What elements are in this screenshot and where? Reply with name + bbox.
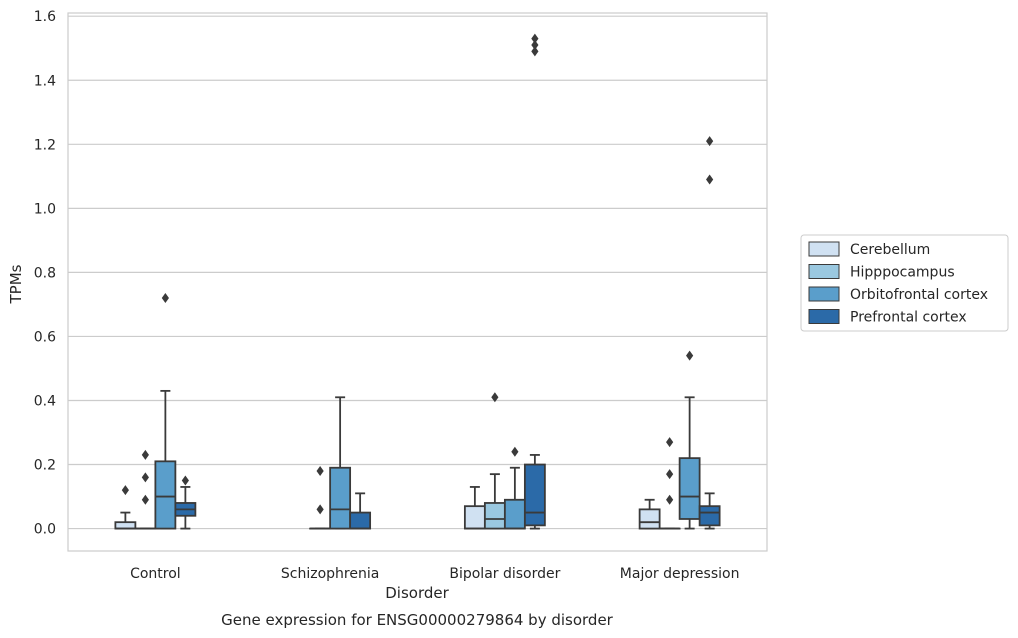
y-tick-label: 1.4 [34,73,56,89]
x-axis-ticks: Control Schizophrenia Bipolar disorder Majo… [130,566,739,582]
y-axis-label: TPMs [7,264,25,304]
box-body [503,498,526,530]
box-body [349,511,372,530]
box-body [483,502,506,530]
outlier-point [531,40,539,51]
outlier-point [316,504,324,515]
y-tick-label: 1.0 [34,201,56,217]
outlier-point [141,449,149,460]
y-tick-label: 0.2 [34,458,56,474]
box-body [678,457,701,520]
box-cerebellum [638,498,661,530]
outlier-point [141,472,149,483]
box-body [114,521,137,530]
box-hipppocampus [134,449,157,530]
box-body [698,505,721,527]
outlier-point [531,46,539,57]
outlier-point [511,446,519,457]
box-body [638,508,661,530]
legend-swatch [808,264,840,279]
outlier-point [706,136,714,147]
outlier-point [666,469,674,480]
box-cerebellum [114,485,137,530]
box-body [154,460,177,530]
box-body [523,463,546,527]
box-body [463,505,486,530]
x-tick-label: Major depression [620,566,740,582]
outlier-point [181,475,189,486]
y-axis-ticks: 0.0 0.2 0.4 0.6 0.8 1.0 1.2 1.4 1.6 [34,9,56,537]
outlier-point [706,174,714,185]
legend-swatch [808,309,840,324]
x-tick-label: Bipolar disorder [449,566,560,582]
outlier-point [531,33,539,44]
box-orbitofrontal-cortex [503,446,526,530]
legend-frame [800,234,1009,332]
outlier-point [686,350,694,361]
y-tick-label: 1.2 [34,137,56,153]
outlier-point [666,437,674,448]
x-tick-label: Schizophrenia [281,566,379,582]
y-tick-label: 1.6 [34,9,56,25]
legend-label: Prefrontal cortex [850,310,967,326]
y-tick-label: 0.8 [34,265,56,281]
legend-swatch [808,241,840,257]
plot-frame [67,12,768,552]
x-axis-label: Disorder [385,584,449,602]
y-tick-label: 0.0 [34,522,56,538]
x-tick-label: Control [130,566,181,582]
outlier-point [141,494,149,505]
box-orbitofrontal-cortex [154,293,177,530]
box-prefrontal-cortex [523,33,546,530]
legend-label: Cerebellum [850,242,930,258]
box-body [329,466,352,530]
y-tick-label: 0.6 [34,329,56,345]
legend-label: Orbitofrontal cortex [850,287,988,303]
outlier-point [316,465,324,476]
legend-swatch [808,286,840,302]
box-orbitofrontal-cortex [329,396,352,530]
box-prefrontal-cortex [174,475,197,530]
legend: Cerebellum Hipppocampus Orbitofrontal cort… [800,234,1009,332]
outlier-point [121,485,129,496]
box-plots [114,33,721,530]
legend-label: Hipppocampus [850,265,955,281]
box-orbitofrontal-cortex [678,350,701,530]
outlier-point [491,392,499,403]
chart-title: Gene expression for ENSG00000279864 by d… [221,611,614,629]
y-tick-label: 0.4 [34,393,56,409]
box-prefrontal-cortex [349,492,372,530]
box-prefrontal-cortex [698,136,721,530]
outlier-point [161,293,169,304]
outlier-point [666,494,674,505]
box-hipppocampus [658,437,681,530]
